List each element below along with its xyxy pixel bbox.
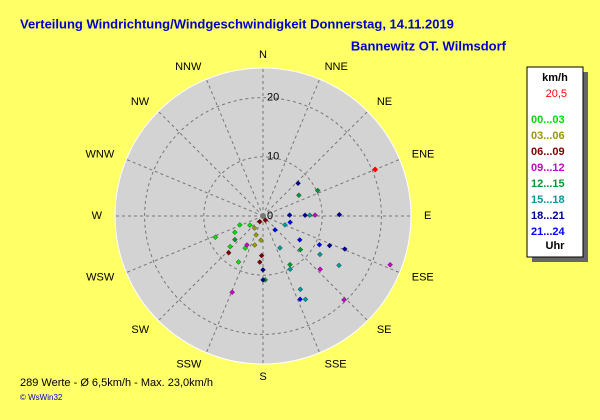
r-tick-label: 0	[267, 210, 273, 222]
legend-label: 03...06	[531, 130, 565, 142]
spoke	[262, 110, 369, 217]
spoke	[157, 215, 264, 322]
spoke	[262, 215, 321, 353]
data-point	[295, 180, 301, 187]
direction-label: SW	[131, 324, 149, 336]
direction-label: ENE	[412, 148, 435, 160]
current-point	[372, 166, 379, 173]
legend-label: 09...12	[531, 162, 565, 174]
legend-label: 21...24	[531, 226, 566, 238]
data-point	[286, 212, 293, 218]
data-point	[336, 211, 343, 218]
data-point	[297, 237, 303, 243]
spoke	[205, 79, 264, 217]
data-point	[336, 262, 342, 269]
data-point	[258, 237, 264, 243]
data-point	[297, 246, 304, 253]
direction-label: SE	[377, 324, 392, 336]
data-point	[260, 277, 266, 283]
data-point	[229, 289, 235, 296]
data-point	[253, 232, 259, 238]
direction-label: NNE	[325, 61, 348, 73]
data-point	[282, 222, 288, 228]
grid-circle	[144, 97, 382, 335]
direction-label: NNW	[175, 61, 202, 73]
data-point	[342, 246, 348, 252]
data-point	[260, 267, 266, 273]
data-point	[272, 227, 278, 233]
data-point	[251, 225, 258, 231]
grid-circle	[203, 156, 323, 276]
data-point	[212, 234, 219, 240]
data-point	[296, 192, 302, 198]
legend-label: 15...18	[531, 194, 565, 206]
summary: 289 Werte - Ø 6,5km/h - Max. 23,0km/h	[20, 377, 213, 389]
data-point	[312, 212, 318, 218]
data-point	[302, 212, 308, 218]
data-point	[287, 219, 293, 225]
data-point	[287, 266, 293, 272]
data-point	[387, 262, 393, 268]
legend-label: 06...09	[531, 146, 565, 158]
data-point	[297, 296, 303, 302]
data-point	[237, 222, 243, 228]
direction-label: WNW	[86, 148, 115, 160]
legend-title: km/h	[542, 72, 568, 84]
direction-label: ESE	[412, 272, 434, 284]
spoke	[262, 215, 369, 322]
data-point	[326, 242, 333, 249]
chart-title: Verteilung Windrichtung/Windgeschwindigk…	[20, 16, 454, 31]
direction-label: SSW	[176, 359, 202, 371]
data-point	[235, 259, 242, 265]
credit: © WsWin32	[20, 393, 63, 402]
data-point	[277, 245, 283, 251]
data-point	[297, 286, 304, 293]
direction-label: NE	[377, 96, 392, 108]
r-tick-label: 10	[267, 151, 279, 163]
direction-label: E	[424, 210, 431, 222]
data-point	[341, 297, 347, 303]
spoke	[205, 215, 264, 353]
data-point	[302, 296, 309, 303]
spoke	[262, 79, 321, 217]
data-point	[232, 236, 238, 243]
data-point	[232, 229, 238, 235]
data-point	[225, 250, 232, 256]
data-point	[244, 242, 250, 248]
current-label: 20,5	[546, 88, 567, 100]
data-point	[257, 259, 263, 265]
direction-label: SSE	[325, 359, 347, 371]
legend-footer: Uhr	[546, 240, 566, 252]
direction-label: S	[259, 371, 266, 383]
chart-subtitle: Bannewitz OT. Wilmsdorf	[351, 38, 507, 53]
data-point	[257, 218, 263, 225]
data-point	[315, 187, 321, 194]
legend-box	[526, 66, 584, 258]
data-point	[317, 251, 323, 258]
data-point	[317, 266, 323, 273]
direction-label: WSW	[86, 272, 115, 284]
legend-label: 18...21	[531, 210, 565, 222]
legend-label: 00...03	[531, 114, 565, 126]
legend-label: 12...15	[531, 178, 565, 190]
spoke	[157, 110, 264, 217]
direction-label: N	[259, 49, 267, 61]
data-point	[258, 252, 265, 259]
data-point	[251, 242, 258, 248]
data-point	[262, 217, 269, 223]
spoke	[126, 158, 264, 217]
spoke	[262, 158, 400, 217]
data-point	[307, 212, 313, 218]
data-point	[227, 243, 233, 250]
direction-label: NW	[131, 96, 150, 108]
data-point	[316, 242, 323, 248]
data-point	[247, 222, 253, 228]
r-tick-label: 20	[267, 92, 279, 104]
direction-label: W	[92, 210, 103, 222]
